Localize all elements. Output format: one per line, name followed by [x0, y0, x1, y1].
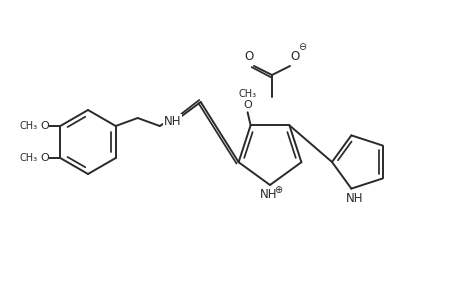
- Text: CH₃: CH₃: [238, 89, 256, 99]
- Text: O: O: [290, 50, 299, 62]
- Text: NH: NH: [345, 192, 362, 205]
- Text: ⊖: ⊖: [297, 42, 305, 52]
- Text: CH₃: CH₃: [19, 153, 37, 163]
- Text: O: O: [243, 100, 252, 110]
- Text: ⊕: ⊕: [274, 185, 281, 195]
- Text: CH₃: CH₃: [19, 121, 37, 131]
- Text: NH: NH: [163, 115, 181, 128]
- Text: NH: NH: [260, 188, 277, 200]
- Text: O: O: [40, 121, 49, 131]
- Text: O: O: [244, 50, 253, 62]
- Text: O: O: [40, 153, 49, 163]
